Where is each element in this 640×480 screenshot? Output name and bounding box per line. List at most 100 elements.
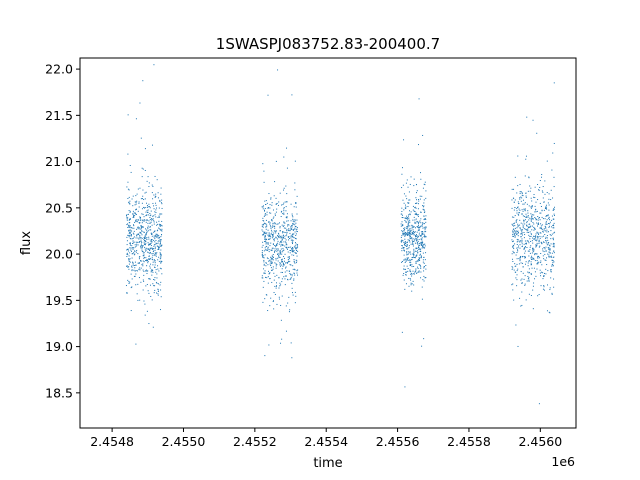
data-point bbox=[521, 241, 523, 243]
data-point bbox=[291, 282, 293, 284]
data-point bbox=[416, 214, 418, 216]
data-point bbox=[296, 260, 298, 262]
data-point bbox=[533, 267, 535, 269]
data-point bbox=[131, 253, 133, 255]
data-point bbox=[284, 275, 286, 277]
data-point bbox=[158, 227, 160, 229]
data-point bbox=[144, 169, 146, 171]
data-point bbox=[530, 187, 532, 189]
data-point bbox=[525, 243, 527, 245]
data-point bbox=[285, 243, 287, 245]
data-point bbox=[409, 183, 411, 185]
data-point bbox=[409, 259, 411, 261]
data-point bbox=[160, 296, 162, 298]
data-point bbox=[423, 183, 425, 185]
data-point bbox=[156, 245, 158, 247]
data-point bbox=[553, 214, 555, 216]
data-point bbox=[524, 223, 526, 225]
data-point bbox=[542, 231, 544, 233]
data-point bbox=[157, 241, 159, 243]
data-point bbox=[403, 209, 405, 211]
data-point bbox=[292, 265, 294, 267]
data-point bbox=[138, 202, 140, 204]
data-point bbox=[267, 276, 269, 278]
data-point bbox=[272, 209, 274, 211]
data-point bbox=[279, 242, 281, 244]
data-point bbox=[271, 219, 273, 221]
data-point bbox=[283, 222, 285, 224]
data-point bbox=[537, 222, 539, 224]
data-point bbox=[413, 241, 415, 243]
data-point bbox=[421, 247, 423, 249]
data-point bbox=[139, 231, 141, 233]
data-point bbox=[127, 248, 129, 250]
data-point bbox=[140, 198, 142, 200]
data-point bbox=[540, 228, 542, 230]
data-point bbox=[282, 213, 284, 215]
data-point bbox=[286, 230, 288, 232]
data-point bbox=[157, 243, 159, 245]
data-point bbox=[147, 206, 149, 208]
data-point bbox=[549, 248, 551, 250]
data-point bbox=[155, 253, 157, 255]
data-point bbox=[419, 264, 421, 266]
data-point bbox=[538, 403, 540, 405]
data-point bbox=[521, 192, 523, 194]
data-point bbox=[524, 240, 526, 242]
data-point bbox=[289, 230, 291, 232]
data-point bbox=[155, 269, 157, 271]
data-point bbox=[291, 215, 293, 217]
data-point bbox=[273, 226, 275, 228]
data-point bbox=[403, 272, 405, 274]
data-point bbox=[157, 289, 159, 291]
data-point bbox=[289, 309, 291, 311]
data-point bbox=[424, 236, 426, 238]
data-point bbox=[147, 290, 149, 292]
data-point bbox=[128, 263, 130, 265]
data-point bbox=[128, 225, 130, 227]
data-point bbox=[423, 256, 425, 258]
data-point bbox=[264, 222, 266, 224]
data-point bbox=[420, 211, 422, 213]
data-point bbox=[511, 284, 513, 286]
data-point bbox=[538, 232, 540, 234]
data-point bbox=[134, 215, 136, 217]
data-point bbox=[280, 245, 282, 247]
data-point bbox=[265, 276, 267, 278]
data-point bbox=[533, 226, 535, 228]
data-point bbox=[274, 275, 276, 277]
data-point bbox=[282, 244, 284, 246]
data-point bbox=[155, 236, 157, 238]
data-point bbox=[297, 250, 299, 252]
data-point bbox=[527, 212, 529, 214]
data-point bbox=[134, 275, 136, 277]
data-point bbox=[140, 216, 142, 218]
data-point bbox=[542, 197, 544, 199]
data-point bbox=[150, 221, 152, 223]
data-point bbox=[282, 271, 284, 273]
data-point bbox=[524, 175, 526, 177]
data-point bbox=[159, 309, 161, 311]
data-point bbox=[139, 236, 141, 238]
data-point bbox=[538, 223, 540, 225]
data-point bbox=[513, 269, 515, 271]
data-point bbox=[132, 242, 134, 244]
data-point bbox=[131, 245, 133, 247]
data-point bbox=[276, 264, 278, 266]
data-point bbox=[282, 204, 284, 206]
data-point bbox=[137, 270, 139, 272]
data-point bbox=[263, 223, 265, 225]
data-point bbox=[265, 294, 267, 296]
data-point bbox=[126, 292, 128, 294]
data-point bbox=[520, 196, 522, 198]
data-point bbox=[290, 264, 292, 266]
data-point bbox=[535, 217, 537, 219]
data-point bbox=[271, 262, 273, 264]
data-point bbox=[128, 202, 130, 204]
data-point bbox=[133, 216, 135, 218]
data-point bbox=[152, 248, 154, 250]
data-point bbox=[547, 253, 549, 255]
data-point bbox=[532, 251, 534, 253]
data-point bbox=[409, 199, 411, 201]
data-point bbox=[127, 254, 129, 256]
